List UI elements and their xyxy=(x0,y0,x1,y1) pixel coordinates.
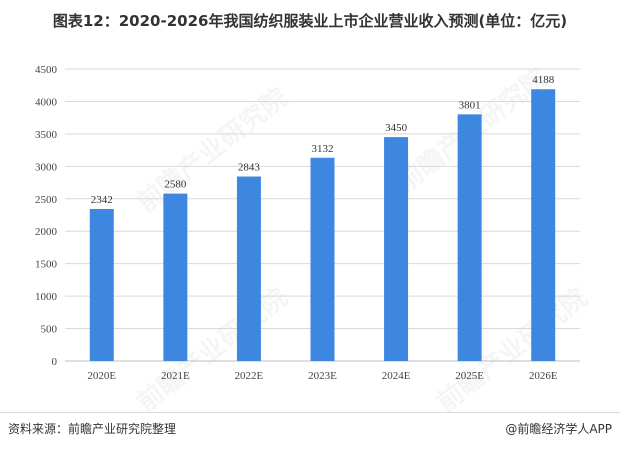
bar xyxy=(163,193,188,361)
bar xyxy=(384,137,409,361)
bar-value-label: 4188 xyxy=(532,74,555,86)
bar xyxy=(236,176,261,361)
bar-value-label: 2843 xyxy=(238,162,261,174)
bar xyxy=(310,157,335,361)
credit-note: @前瞻经济学人APP xyxy=(505,422,612,436)
bar xyxy=(531,89,556,361)
bar-value-label: 3450 xyxy=(385,122,408,134)
x-tick-label: 2023E xyxy=(308,370,337,382)
footer-divider xyxy=(0,412,620,413)
y-tick-label: 0 xyxy=(52,356,58,368)
x-tick-label: 2024E xyxy=(382,370,411,382)
bar-value-label: 2580 xyxy=(164,179,187,191)
y-tick-label: 4500 xyxy=(35,64,58,76)
bar xyxy=(457,114,482,361)
x-tick-label: 2020E xyxy=(87,370,116,382)
value-labels: 2342 2580 2843 3132 3450 3801 4188 xyxy=(91,74,555,206)
x-tick-label: 2022E xyxy=(235,370,264,382)
bars xyxy=(89,89,556,361)
y-tick-label: 3000 xyxy=(35,161,58,173)
x-tick-label: 2026E xyxy=(529,370,558,382)
chart-title: 图表12：2020-2026年我国纺织服装业上市企业营业收入预测(单位：亿元) xyxy=(52,12,568,30)
x-tick-label: 2025E xyxy=(455,370,484,382)
y-tick-label: 1500 xyxy=(35,259,58,271)
y-tick-label: 3500 xyxy=(35,129,58,141)
y-tick-label: 2000 xyxy=(35,226,58,238)
y-tick-label: 500 xyxy=(41,324,58,336)
bar-value-label: 3801 xyxy=(459,99,481,111)
y-axis-ticks: 0 500 1000 1500 2000 2500 3000 3500 4000 4500 xyxy=(35,64,58,368)
bar xyxy=(89,209,114,361)
bar-value-label: 3132 xyxy=(312,143,334,155)
bar-chart: 0 500 1000 1500 2000 2500 3000 3500 4000 4500 234… xyxy=(35,64,580,382)
y-tick-label: 2500 xyxy=(35,194,58,206)
x-tick-label: 2021E xyxy=(161,370,190,382)
bar-value-label: 2342 xyxy=(91,194,113,206)
y-tick-label: 1000 xyxy=(35,291,58,303)
x-axis-ticks: 2020E 2021E 2022E 2023E 2024E 2025E 2026E xyxy=(87,370,557,382)
y-tick-label: 4000 xyxy=(35,96,58,108)
source-note: 资料来源：前瞻产业研究院整理 xyxy=(8,422,177,436)
